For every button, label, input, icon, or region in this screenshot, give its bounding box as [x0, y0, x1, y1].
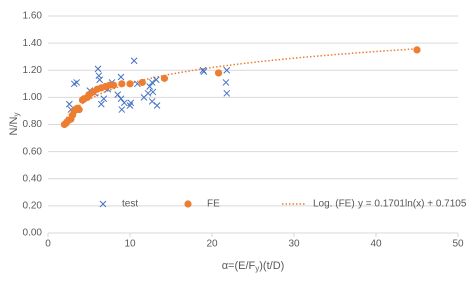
y-axis-label: N/Ny [8, 113, 21, 136]
y-tick-label: 1.00 [23, 92, 43, 103]
x-tick-label: 20 [206, 239, 218, 250]
x-label-main: α=(E/F [222, 260, 256, 272]
legend-label: FE [207, 199, 220, 210]
point [144, 89, 152, 97]
legend-marker [184, 200, 192, 208]
point [149, 88, 157, 96]
point [110, 81, 118, 89]
x-tick-label: 50 [452, 239, 464, 250]
x-tick-label: 10 [124, 239, 136, 250]
point [96, 76, 104, 84]
y-tick-label: 1.40 [23, 38, 43, 49]
point [127, 99, 135, 107]
point [118, 80, 126, 88]
point [94, 65, 102, 73]
point [117, 95, 125, 103]
point [118, 106, 126, 113]
x-axis-label: α=(E/Fy)(t/D) [222, 260, 285, 273]
point [214, 69, 223, 77]
legend-marker [99, 200, 107, 208]
y-label-main: N/N [8, 116, 20, 135]
trendline [63, 48, 418, 122]
legend-label: Log. (FE) [313, 199, 355, 210]
point [95, 72, 103, 80]
point [200, 68, 208, 75]
x-tick-label: 40 [370, 239, 382, 250]
point [75, 105, 83, 114]
point [153, 102, 161, 109]
y-label-sub: y [12, 113, 21, 117]
y-tick-label: 0.40 [23, 173, 43, 184]
point [152, 76, 160, 84]
y-tick-label: 1.20 [23, 65, 43, 76]
y-tick-label: 0.00 [23, 228, 43, 239]
point [148, 98, 156, 105]
point [73, 79, 81, 86]
point [222, 79, 230, 86]
y-tick-label: 1.60 [23, 11, 43, 22]
trendline-equation: y = 0.1701ln(x) + 0.7105 [358, 199, 467, 210]
y-tick-label: 0.80 [23, 119, 43, 130]
point [148, 79, 156, 86]
x-tick-label: 30 [288, 239, 300, 250]
point [100, 95, 108, 103]
point [160, 74, 169, 82]
point [126, 80, 134, 88]
point [117, 73, 125, 81]
x-label-end: )(t/D) [259, 260, 284, 272]
x-tick-label: 0 [45, 239, 51, 250]
point [97, 100, 105, 108]
point [413, 46, 421, 54]
point [65, 100, 73, 108]
x-label-sub: y [255, 264, 259, 273]
point [223, 89, 231, 97]
point [223, 66, 231, 74]
legend-label: test [122, 199, 138, 210]
point [138, 78, 146, 87]
y-tick-label: 0.60 [23, 146, 43, 157]
point [130, 57, 138, 65]
y-tick-label: 0.20 [23, 201, 43, 212]
point [120, 99, 128, 107]
point [146, 83, 154, 90]
point [114, 91, 122, 99]
